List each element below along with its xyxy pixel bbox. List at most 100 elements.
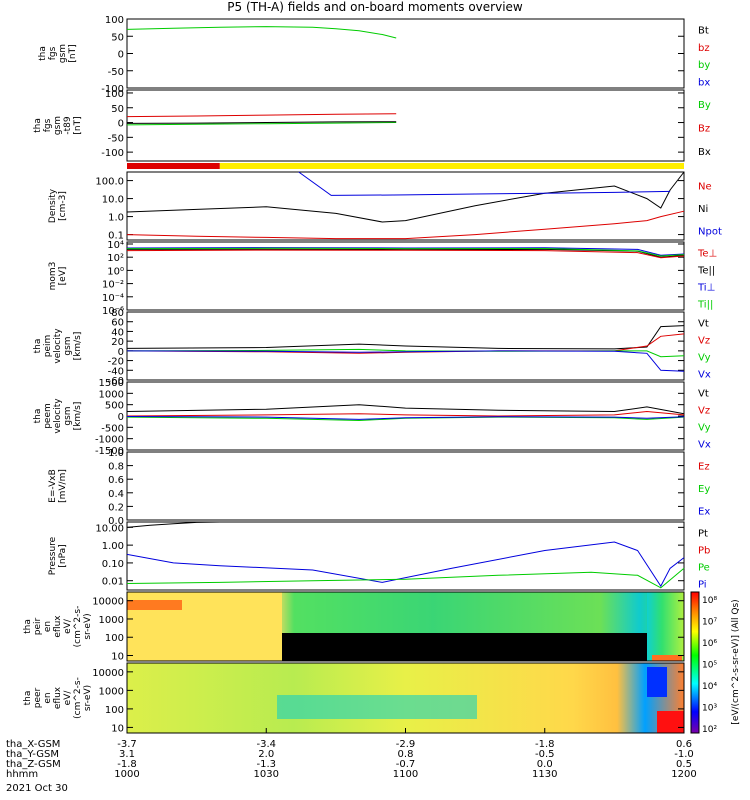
panel-fgs_dsl: 100 50 0 -50 -100 tha fgs gsm -t89 [nT] By Bz Bx — [33, 89, 711, 162]
series-Vz — [126, 410, 685, 417]
legend-entry: Bt — [698, 26, 709, 37]
y-tick-label: 0.01 — [102, 577, 124, 588]
y-tick-label: 100 — [105, 705, 124, 716]
legend-entry: Vy — [698, 423, 711, 434]
time-row-value: 1100 — [393, 769, 418, 780]
panel-frame — [126, 18, 685, 89]
y-tick-label: 1000 — [99, 686, 124, 697]
y-axis-label: Density [cm-3] — [48, 188, 68, 223]
panel-frame — [126, 521, 685, 591]
time-row-value: -2.9 — [396, 739, 416, 750]
colorbar-tick-label: 10⁵ — [702, 661, 717, 671]
y-tick-label: 0 — [118, 50, 124, 61]
series-Vt — [126, 325, 685, 350]
legend-entry: Vy — [698, 353, 711, 364]
plot-title: P5 (TH-A) fields and on-board moments ov… — [227, 0, 523, 14]
date-label: 2021 Oct 30 — [6, 783, 68, 794]
y-axis-label: mom3 [eV] — [48, 262, 68, 291]
y-axis-label-line: tha — [33, 118, 43, 133]
y-axis-label-line: tha — [33, 409, 43, 424]
y-axis-label: tha peim velocity gsm [km/s] — [33, 328, 83, 364]
y-tick-label: 1.00 — [102, 541, 124, 552]
y-tick-label: -1000 — [95, 435, 124, 446]
y-tick-label: 10 — [111, 652, 124, 663]
y-axis-label: tha peir en eflux eV/(cm^2-s-sr-eV) — [23, 606, 93, 648]
legend-entry: Vt — [698, 389, 709, 400]
series-Te⊥ — [126, 249, 685, 259]
time-row-value: 1030 — [254, 769, 279, 780]
colorbar-tick-label: 10⁷ — [702, 618, 717, 628]
y-tick-label: 0 — [118, 347, 124, 358]
colorbar-label: [eV/(cm^2-s-sr-eV)] (All Qs) — [731, 599, 741, 724]
series-Ne — [126, 210, 685, 240]
legend-entry: By — [698, 100, 711, 111]
y-axis-label-line: en — [43, 621, 53, 632]
legend-entry: Ti|| — [697, 300, 713, 311]
time-row-value: -1.0 — [674, 749, 694, 760]
series-Ti|| — [126, 247, 685, 257]
y-axis-label-line: Density — [48, 188, 58, 223]
time-row-value: -0.5 — [535, 749, 555, 760]
series-Vx — [126, 416, 685, 420]
time-row-value: 0.5 — [676, 759, 692, 770]
time-row-value: 0.8 — [398, 749, 414, 760]
colorbar-tick-label: 10⁸ — [702, 596, 717, 606]
series-Vt — [126, 404, 685, 415]
mode-bar-segment — [127, 163, 220, 169]
y-tick-label: 1.0 — [108, 213, 124, 224]
y-tick-label: 10⁻² — [102, 280, 124, 291]
y-tick-label: 0.1 — [108, 231, 124, 242]
y-axis-label-line: [nPa] — [58, 544, 68, 567]
y-tick-label: 0 — [118, 412, 124, 423]
time-row-value: 1000 — [114, 769, 139, 780]
legend-entry: by — [698, 60, 710, 71]
y-tick-label: 40 — [111, 327, 124, 338]
time-row-value: 2.0 — [258, 749, 274, 760]
heatmap-feature — [647, 667, 667, 697]
series-Bz — [126, 113, 397, 118]
y-tick-label: 100 — [105, 89, 124, 100]
y-axis-label-line: gsm — [63, 406, 73, 425]
legend-entry: Te|| — [697, 266, 715, 277]
y-axis-label-line: tha — [33, 339, 43, 354]
series-Ti⊥ — [126, 247, 685, 256]
y-tick-label: -100 — [101, 84, 124, 95]
y-axis-label-line: en — [43, 692, 53, 703]
y-axis-label-line: velocity — [53, 328, 63, 364]
y-tick-label: -60 — [108, 376, 124, 387]
time-row-value: -3.7 — [117, 739, 137, 750]
colorbar — [690, 591, 700, 734]
y-tick-label: 10⁴ — [107, 240, 124, 251]
time-row-value: -0.7 — [396, 759, 416, 770]
time-row-value: -3.4 — [256, 739, 276, 750]
y-tick-label: 0.10 — [102, 559, 124, 570]
panel-pressure: 10.00 1.00 0.10 0.01 Pressure [nPa] Pt Pb Pe Pi — [48, 521, 710, 591]
y-tick-label: -40 — [108, 366, 124, 377]
series-Vy — [126, 348, 685, 358]
y-axis-label-line: peem — [43, 403, 53, 429]
panel-frame — [126, 311, 685, 381]
panel-peer_eflux: 10000 1000 100 10 tha peer en eflux eV/(cm^2-s-s… — [23, 662, 685, 734]
panel-moments_temp: 10⁴ 10² 10⁰ 10⁻² 10⁻⁴ 10⁻⁶ mom3 [eV] Te⊥ Te|| Ti⊥ T… — [48, 240, 717, 317]
heatmap-feature — [277, 695, 477, 719]
colorbar-tick-label: 10⁴ — [702, 682, 717, 692]
time-row-label: tha_Z-GSM — [6, 759, 61, 770]
y-tick-label: 500 — [105, 401, 124, 412]
time-row-label: hhmm — [6, 769, 38, 780]
heatmap-feature — [282, 592, 647, 633]
y-axis-label-line: Pressure — [48, 536, 58, 575]
y-tick-label: 60 — [111, 318, 124, 329]
legend-entry: Bx — [698, 147, 711, 158]
y-axis-label-line: eflux — [53, 615, 63, 638]
panel-frame — [126, 381, 685, 451]
legend-entry: Vx — [698, 440, 711, 451]
y-axis-label-line: [nT] — [68, 44, 78, 62]
time-row-label: tha_Y-GSM — [6, 749, 59, 760]
colorbar-tick-label: 10³ — [702, 704, 717, 714]
y-tick-label: 10000 — [92, 668, 124, 679]
y-axis-label-line: E=-VxB — [48, 469, 58, 503]
y-tick-label: -50 — [108, 133, 124, 144]
series-Vx — [126, 350, 685, 372]
